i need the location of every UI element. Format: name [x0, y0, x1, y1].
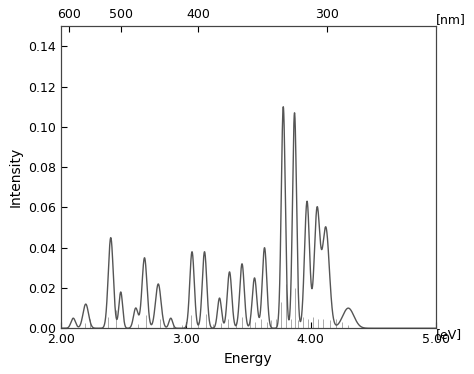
X-axis label: Energy: Energy [224, 352, 273, 366]
Text: [eV]: [eV] [436, 328, 462, 341]
Y-axis label: Intensity: Intensity [9, 147, 22, 207]
Text: [nm]: [nm] [436, 13, 465, 26]
